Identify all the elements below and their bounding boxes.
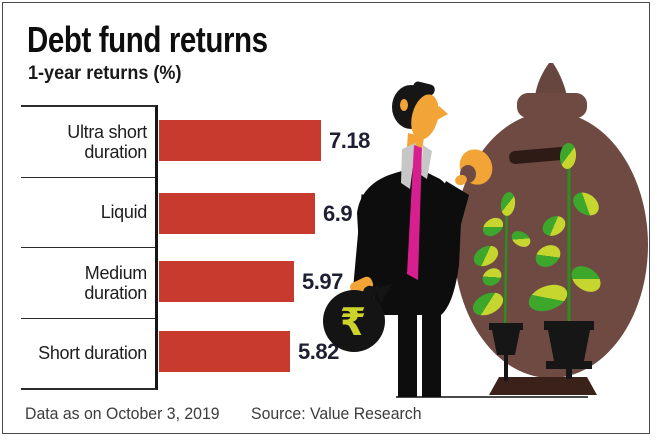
arm-left-sleeve xyxy=(353,194,377,285)
face xyxy=(411,94,439,140)
page-title: Debt fund returns xyxy=(27,19,268,60)
fingers xyxy=(363,285,375,297)
planter-right xyxy=(544,321,594,379)
bag-knot xyxy=(374,283,393,303)
rupee-symbol: ₹ xyxy=(340,300,366,344)
plant-stem-left xyxy=(503,194,509,327)
category-label-ultra-short: Ultra short duration xyxy=(21,107,155,178)
pot-collar xyxy=(517,93,587,118)
plant-leaves-left xyxy=(472,192,531,316)
data-note: Data as on October 3, 2019 xyxy=(25,405,220,423)
shirt-collar-left xyxy=(401,143,416,189)
hand-open-icon xyxy=(455,149,493,186)
pot-base xyxy=(489,377,597,395)
plant-leaves-right xyxy=(528,143,601,312)
coin-slot-icon xyxy=(509,146,567,165)
leg-right xyxy=(422,308,441,397)
shirt-collar-right xyxy=(421,145,432,179)
border-frame: Debt fund returns 1-year returns (%) Ult… xyxy=(2,2,650,434)
category-label-short: Short duration xyxy=(38,343,147,364)
nose-icon xyxy=(437,106,448,120)
bar-ultra-short xyxy=(159,120,321,161)
pot-body xyxy=(454,112,648,378)
savings-illustration: ₹ xyxy=(323,63,648,398)
pot-piggy-bank-illustration xyxy=(454,63,648,395)
plants-illustration xyxy=(472,143,601,381)
bar-medium xyxy=(159,261,294,302)
bar-value-ultra-short: 7.18 xyxy=(329,128,370,153)
category-label-liquid: Liquid xyxy=(21,178,155,248)
category-axis: Ultra short duration Liquid Medium durat… xyxy=(21,105,158,390)
bar-value-liquid: 6.9 xyxy=(323,201,353,226)
necktie xyxy=(407,145,422,280)
money-bag-icon xyxy=(323,290,385,352)
bar-liquid xyxy=(159,193,315,234)
bar-short xyxy=(159,331,290,372)
category-label-medium: Medium duration xyxy=(21,248,155,319)
chart-subtitle: 1-year returns (%) xyxy=(28,63,182,84)
bar-value-medium: 5.97 xyxy=(302,269,343,294)
hair-quiff xyxy=(412,81,435,96)
money-bag-illustration: ₹ xyxy=(323,276,393,352)
arm-right-sleeve xyxy=(429,181,469,246)
pot-knob-icon xyxy=(535,63,567,96)
source-note: Source: Value Research xyxy=(251,405,422,423)
planter-left xyxy=(489,323,523,381)
ear-icon xyxy=(400,99,408,111)
leg-left xyxy=(398,308,417,397)
businessman-illustration: ₹ xyxy=(323,81,493,397)
